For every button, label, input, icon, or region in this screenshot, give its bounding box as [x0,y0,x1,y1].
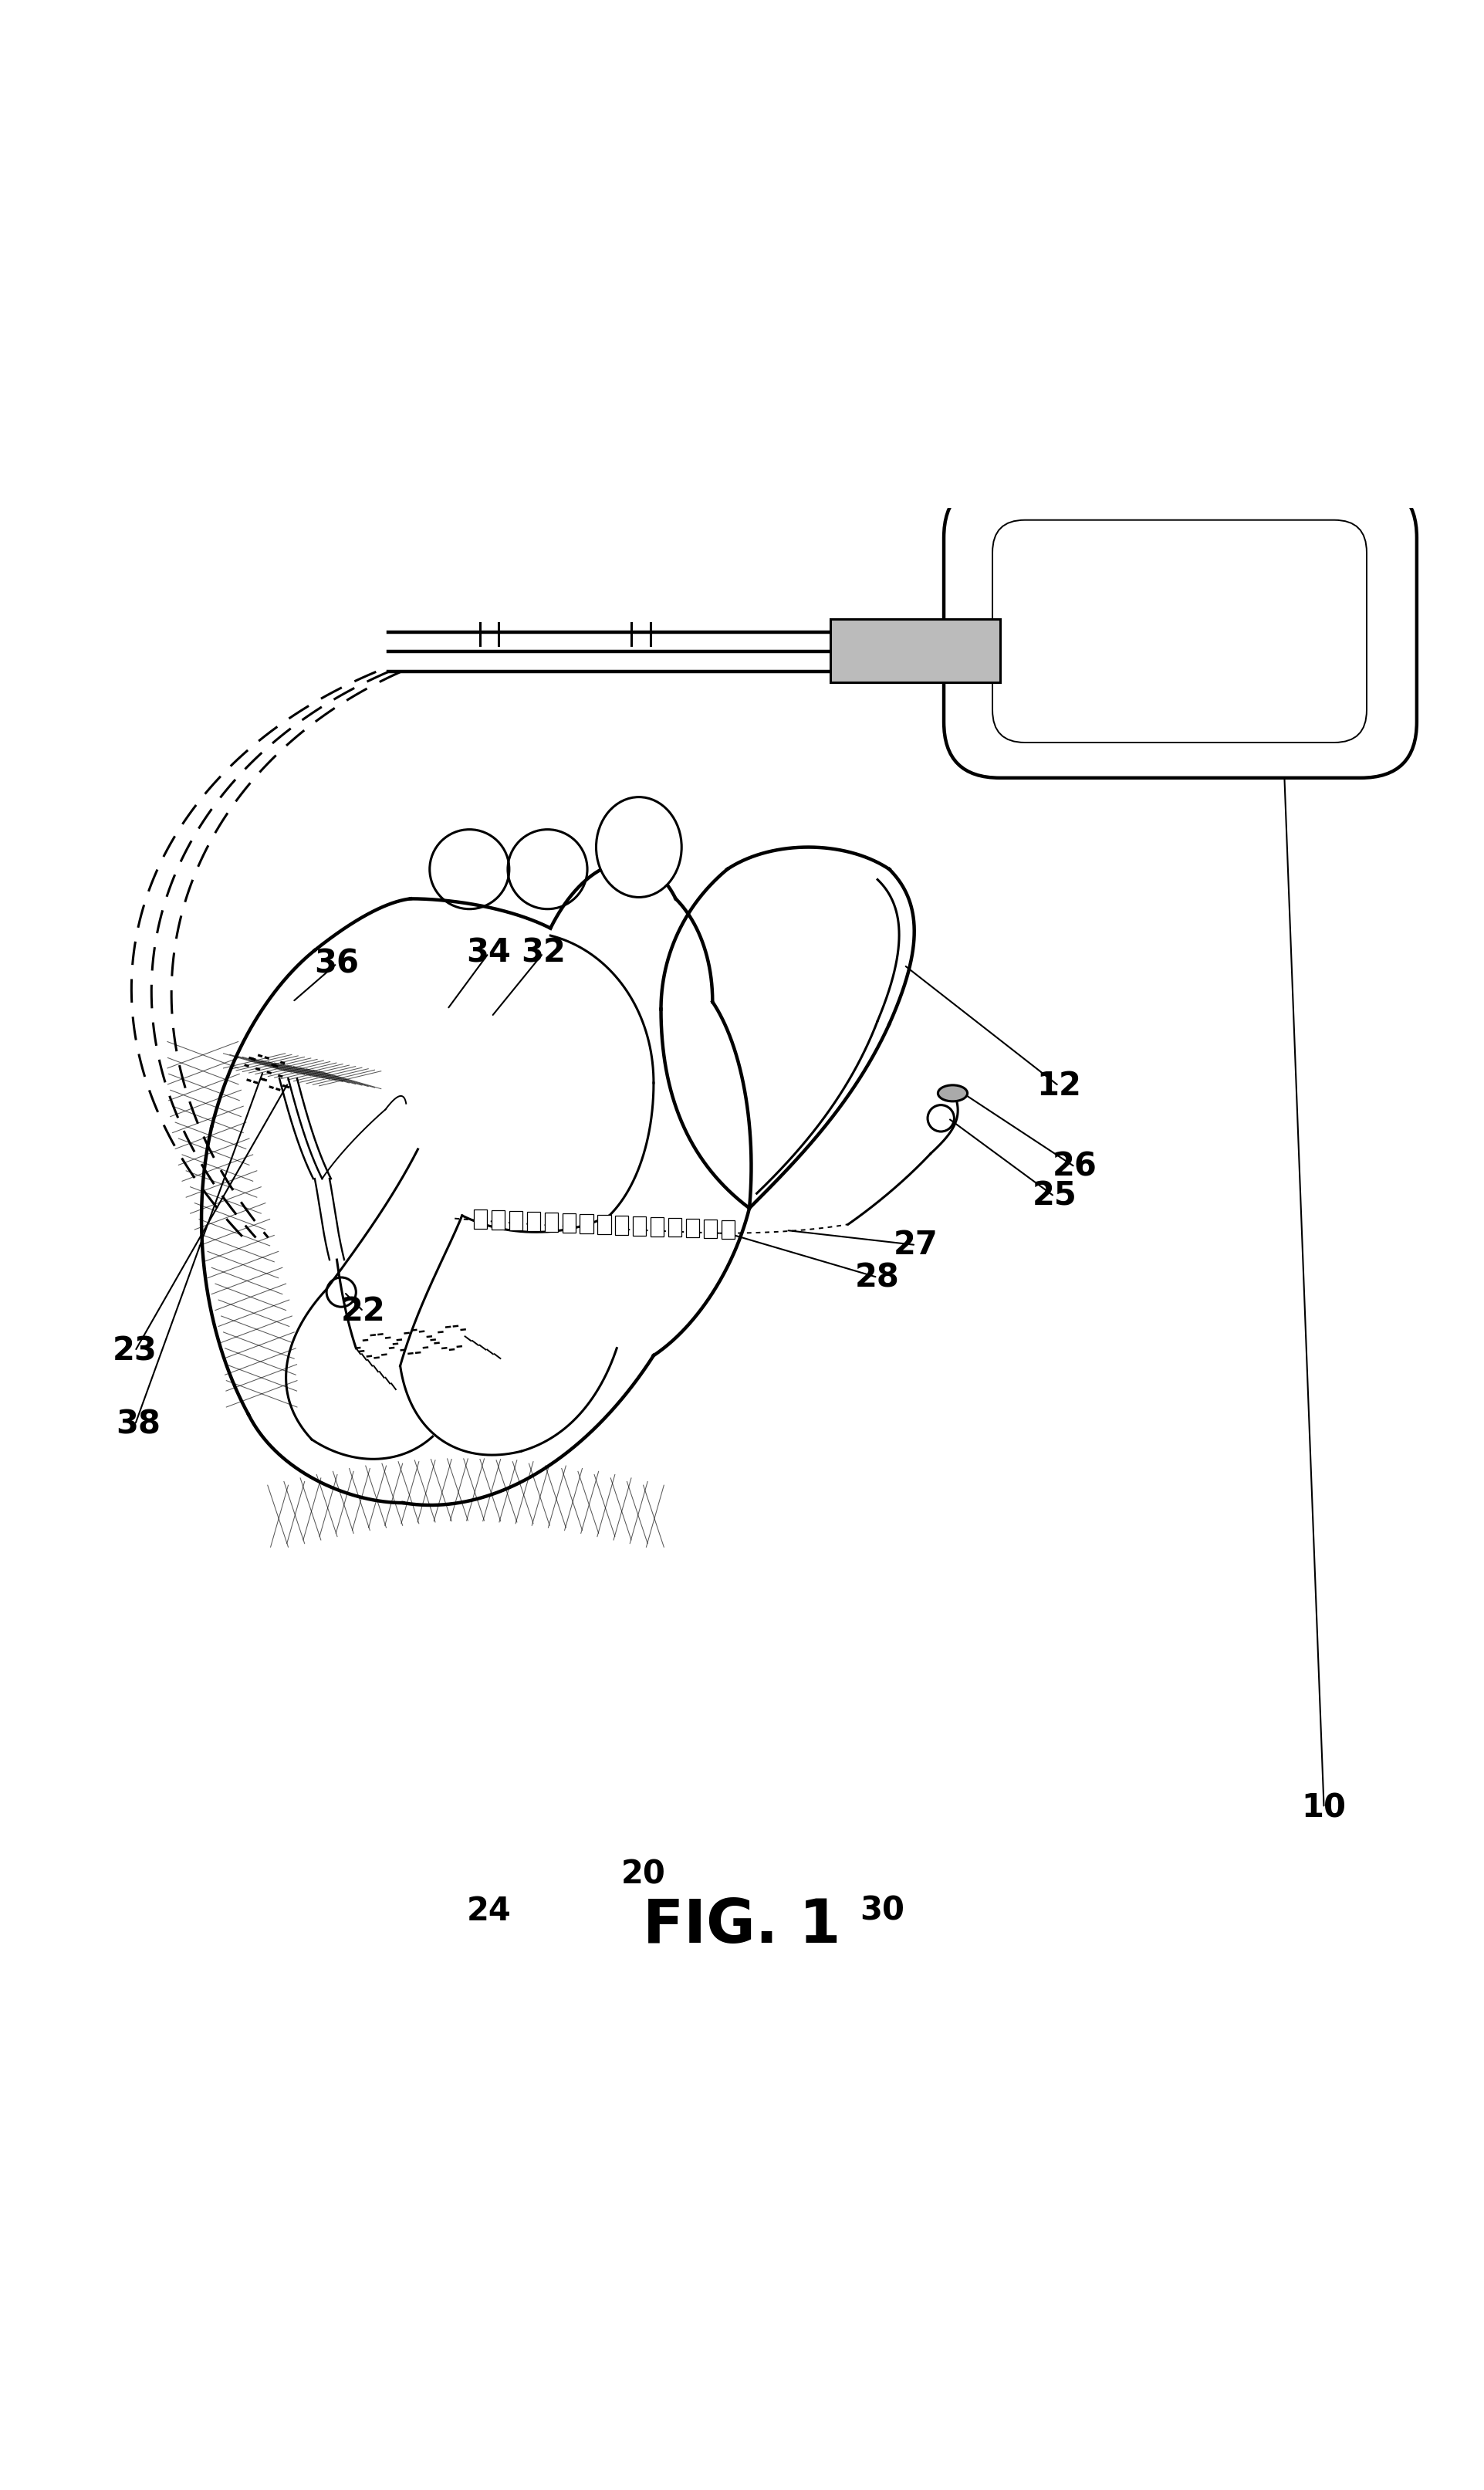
Bar [668,1218,681,1238]
Text: 10: 10 [1301,1793,1346,1825]
FancyBboxPatch shape [944,481,1417,777]
Text: 32: 32 [521,936,565,969]
Bar [545,1213,558,1233]
Text: 27: 27 [893,1228,938,1262]
Text: 30: 30 [859,1895,904,1927]
Text: 36: 36 [315,946,359,979]
Bar [650,1218,663,1235]
Bar [509,1210,522,1230]
Text: 24: 24 [466,1895,510,1927]
Text: 26: 26 [1052,1150,1097,1183]
Text: 12: 12 [1036,1071,1080,1103]
Ellipse shape [938,1086,968,1101]
Bar [491,1210,505,1230]
Text: 23: 23 [113,1335,157,1367]
Text: 34: 34 [466,936,510,969]
Text: FIG. 1: FIG. 1 [643,1897,841,1955]
Bar [473,1210,487,1228]
Bar [527,1213,540,1230]
Text: 28: 28 [855,1262,899,1295]
Text: 20: 20 [620,1858,666,1890]
Bar [598,1215,611,1235]
Ellipse shape [597,797,681,896]
Bar [703,1220,717,1238]
Bar [686,1218,699,1238]
Bar [634,1215,646,1235]
Text: 38: 38 [116,1409,160,1442]
Bar [580,1215,594,1233]
Text: 25: 25 [1031,1180,1076,1213]
Text: 22: 22 [341,1295,386,1327]
Bar [562,1213,576,1233]
Bar [831,618,1000,682]
Bar [721,1220,735,1240]
Bar [616,1215,629,1235]
